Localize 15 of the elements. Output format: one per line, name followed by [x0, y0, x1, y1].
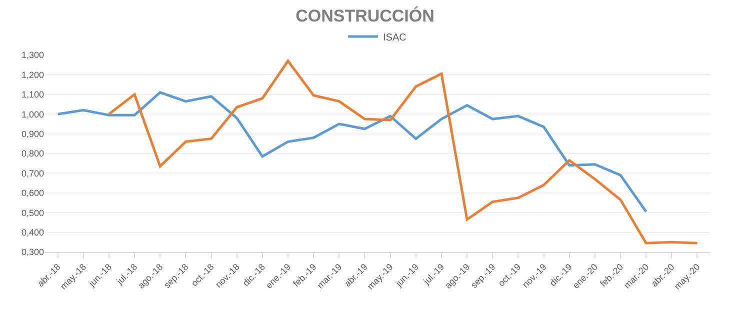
line-series — [56, 91, 648, 213]
y-tick-label: 1,100 — [21, 90, 44, 100]
y-tick-label: 0,900 — [21, 128, 44, 139]
y-tick-label: 0,700 — [21, 168, 44, 178]
chart-title: CONSTRUCCIÓN — [296, 5, 434, 26]
y-tick-label: 0,600 — [21, 188, 44, 198]
y-tick-label: 1,300 — [21, 50, 44, 60]
y-tick-label: 1,000 — [21, 109, 44, 120]
line-series — [108, 60, 698, 244]
y-tick-label: 0,400 — [21, 227, 44, 238]
y-tick-label: 0,500 — [21, 208, 44, 218]
y-tick-label: 0,800 — [21, 148, 44, 159]
y-tick-label: 0,300 — [21, 247, 44, 258]
legend-label: ISAC — [383, 32, 406, 44]
y-tick-label: 1,200 — [21, 70, 44, 80]
